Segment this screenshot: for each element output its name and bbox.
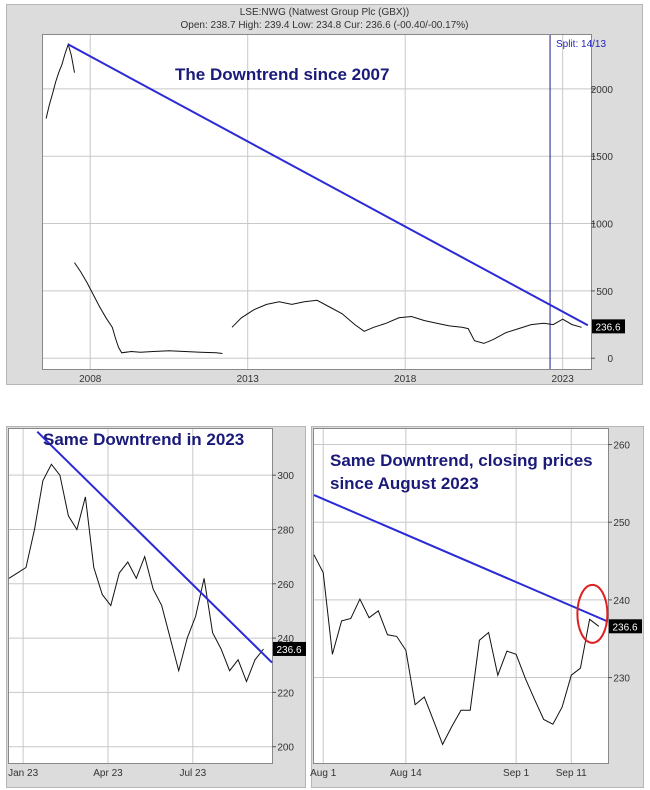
y-tick-label: 2000	[591, 85, 614, 96]
top-plot-area	[42, 34, 592, 370]
x-tick-label: 2008	[79, 374, 102, 385]
current-price-label: 236.6	[595, 322, 620, 333]
x-tick-label: Jan 23	[8, 768, 38, 779]
y-tick-label: 250	[613, 518, 630, 529]
y-tick-label: 260	[613, 441, 630, 452]
x-tick-label: Sep 1	[503, 768, 530, 779]
x-tick-label: 2018	[394, 374, 417, 385]
price-series-line	[231, 299, 582, 344]
price-series-line	[74, 262, 223, 354]
bottom-left-chart-svg: Jan 23 Apr 23 Jul 23 200 220 240 260 280 300 236.…	[8, 429, 306, 779]
bottom-right-chart-panel: Aug 1 Aug 14 Sep 1 Sep 11 230 240 250 260 236.6 …	[310, 426, 644, 788]
highlight-circle	[576, 583, 609, 644]
price-series-line	[313, 554, 600, 746]
top-chart-panel: LSE:NWG (Natwest Group Plc (GBX)) Open: …	[6, 4, 643, 385]
current-price-tag	[592, 319, 625, 334]
y-tick-label: 260	[277, 580, 294, 591]
x-tick-label: 2013	[237, 374, 260, 385]
y-tick-label: 1500	[591, 152, 614, 163]
downtrend-line	[313, 494, 609, 623]
current-price-tag	[609, 619, 642, 634]
x-tick-label: Jul 23	[179, 768, 206, 779]
current-price-label: 236.6	[612, 622, 637, 633]
y-tick-label: 240	[277, 634, 294, 645]
bottom-left-chart-panel: Jan 23 Apr 23 Jul 23 200 220 240 260 280 300 236.…	[6, 426, 306, 788]
chart-title: LSE:NWG (Natwest Group Plc (GBX))	[239, 7, 410, 18]
chart-subtitle: Open: 238.7 High: 239.4 Low: 234.8 Cur: …	[180, 20, 469, 31]
bottom-right-annotation: Same Downtrend, closing prices since Aug…	[330, 451, 593, 493]
y-tick-label: 200	[277, 743, 294, 754]
current-price-label: 236.6	[276, 645, 301, 656]
top-annotation: The Downtrend since 2007	[175, 65, 390, 84]
y-tick-label: 0	[607, 354, 613, 365]
y-tick-label: 230	[613, 674, 630, 685]
x-tick-label: Apr 23	[93, 768, 123, 779]
downtrend-line	[36, 431, 273, 664]
y-tick-label: 280	[277, 525, 294, 536]
y-tick-label: 500	[596, 287, 613, 298]
price-series-line	[45, 42, 75, 119]
y-tick-label: 1000	[591, 220, 614, 231]
bottom-left-annotation: Same Downtrend in 2023	[43, 430, 245, 449]
top-chart-svg: 2008 2013 2018 2023 0 500 1000 1500 2000 236.6	[43, 35, 625, 385]
x-tick-label: Aug 14	[390, 768, 422, 779]
y-tick-label: 240	[613, 596, 630, 607]
bottom-right-plot-area	[313, 428, 609, 764]
y-tick-label: 220	[277, 688, 294, 699]
x-tick-label: 2023	[552, 374, 575, 385]
x-tick-label: Aug 1	[310, 768, 337, 779]
y-tick-label: 300	[277, 471, 294, 482]
downtrend-line	[67, 43, 589, 327]
current-price-tag	[273, 641, 306, 656]
split-label: Split: 14/13	[556, 39, 607, 50]
x-tick-label: Sep 11	[556, 768, 587, 779]
bottom-left-plot-area	[8, 428, 273, 764]
price-series-line	[8, 463, 264, 683]
bottom-right-chart-svg: Aug 1 Aug 14 Sep 1 Sep 11 230 240 250 260 236.6	[310, 429, 642, 779]
